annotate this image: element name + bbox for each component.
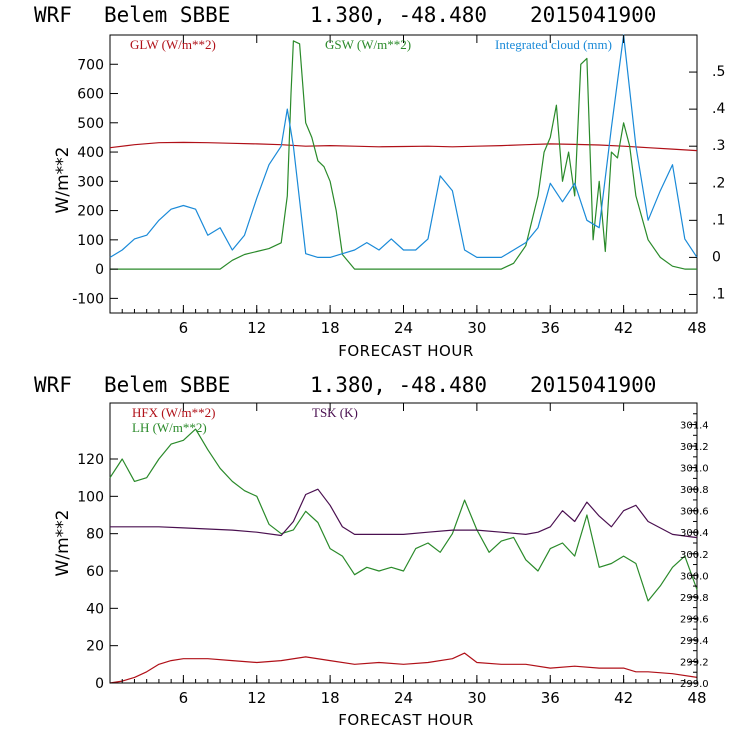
y2-tick-label: 301.0 [680, 464, 709, 475]
panel2-station: Belem SBBE [104, 373, 230, 397]
panel2-axes-layer: 6 12 18 24 30 36 42 48 0 20 40 60 80 100 120 299.0 299.2… [77, 402, 709, 707]
panel2-frame [109, 402, 698, 684]
y2-tick-label: 299.4 [680, 636, 709, 647]
y2-tick-label: 300.2 [680, 550, 709, 561]
legend-hfx: HFX (W/m**2) [132, 405, 215, 420]
y2-tick-label: 300.4 [680, 528, 709, 539]
series-line-purple [110, 488, 698, 539]
y2-tick-label: 299.2 [680, 657, 709, 668]
panel2-model: WRF [34, 373, 72, 397]
legend-lh: LH (W/m**2) [132, 420, 207, 435]
y2-tick-label: 299.8 [680, 593, 709, 604]
y2-tick-label: 299.0 [680, 679, 709, 690]
x-tick-label: 48 [687, 319, 706, 337]
y2-tick-label: .1 [712, 286, 725, 302]
panel1-station: Belem SBBE [104, 3, 230, 27]
y2-tick-label: 301.4 [680, 421, 709, 432]
y-tick-label: 400 [77, 145, 104, 161]
y-tick-label: -100 [72, 291, 104, 307]
x-tick-label: 36 [541, 689, 560, 707]
panel1-header: WRF Belem SBBE 1.380, -48.480 2015041900 [34, 3, 656, 27]
y-tick-label: 200 [77, 204, 104, 220]
x-tick-label: 12 [247, 689, 266, 707]
series-line-green [109, 428, 698, 602]
x-tick-label: 12 [247, 319, 266, 337]
x-tick-label: 36 [541, 319, 560, 337]
y2-tick-label: .3 [712, 138, 725, 154]
x-tick-label: 24 [394, 689, 413, 707]
y-tick-label: 600 [77, 87, 104, 103]
panel1-coords: 1.380, -48.480 [310, 3, 487, 27]
y2-tick-label: .1 [712, 212, 725, 228]
legend-glw: GLW (W/m**2) [130, 37, 216, 52]
y2-tick-label: .2 [712, 175, 725, 191]
panel1-axes-layer: 6 12 18 24 30 36 42 48 -100 0 100 200 300 400 500 600 70… [72, 35, 725, 337]
panel2-run: 2015041900 [530, 373, 656, 397]
y-tick-label: 40 [86, 601, 104, 617]
y2-tick-label: 301.2 [680, 442, 709, 453]
x-tick-label: 18 [321, 689, 340, 707]
y2-tick-label: 299.6 [680, 614, 709, 625]
x-tick-label: 6 [179, 319, 189, 337]
panel1-model: WRF [34, 3, 72, 27]
x-tick-label: 18 [321, 319, 340, 337]
panel2-ylabel: W/m**2 [53, 510, 73, 577]
y-tick-label: 20 [86, 639, 104, 655]
panel1-chart: 6 12 18 24 30 36 42 48 -100 0 100 200 300 400 500 600 70… [53, 34, 725, 360]
y2-tick-label: 300.0 [680, 571, 709, 582]
legend-integrated-cloud: Integrated cloud (mm) [495, 37, 612, 52]
y-tick-label: 0 [95, 262, 104, 278]
panel1-run: 2015041900 [530, 3, 656, 27]
panel2-coords: 1.380, -48.480 [310, 373, 487, 397]
x-tick-label: 42 [614, 689, 633, 707]
y-tick-label: 80 [86, 527, 104, 543]
y-tick-label: 100 [77, 489, 104, 505]
y2-tick-label: 300.8 [680, 485, 709, 496]
y-tick-label: 100 [77, 233, 104, 249]
series-line-blue [109, 34, 698, 258]
x-tick-label: 30 [467, 319, 486, 337]
y-tick-label: 0 [95, 676, 104, 692]
y-tick-label: 500 [77, 116, 104, 132]
x-tick-label: 42 [614, 319, 633, 337]
y2-tick-label: 0 [712, 249, 721, 265]
panel1-xlabel: FORECAST HOUR [338, 342, 474, 360]
panel1-series-layer [109, 34, 698, 270]
y-tick-label: 120 [77, 452, 104, 468]
x-tick-label: 48 [687, 689, 706, 707]
panel2-header: WRF Belem SBBE 1.380, -48.480 2015041900 [34, 373, 656, 397]
legend-tsk: TSK (K) [312, 405, 358, 420]
y-tick-label: 700 [77, 57, 104, 73]
panel2-chart: 6 12 18 24 30 36 42 48 0 20 40 60 80 100 120 299.0 299.2… [53, 402, 709, 729]
x-tick-label: 30 [467, 689, 486, 707]
panel1-ylabel: W/m**2 [53, 147, 73, 214]
series-line-red [109, 652, 698, 684]
series-line-green [110, 40, 697, 270]
y-tick-label: 60 [86, 564, 104, 580]
x-tick-label: 24 [394, 319, 413, 337]
x-tick-label: 6 [179, 689, 189, 707]
y-tick-label: 300 [77, 174, 104, 190]
y2-tick-label: .5 [712, 64, 725, 80]
legend-gsw: GSW (W/m**2) [325, 37, 411, 52]
y2-tick-label: 300.6 [680, 507, 709, 518]
series-line-red [109, 141, 698, 152]
panel2-xlabel: FORECAST HOUR [338, 711, 474, 729]
y2-tick-label: .4 [712, 101, 725, 117]
panel2-series-layer [109, 428, 698, 684]
panel1-frame [109, 34, 698, 314]
